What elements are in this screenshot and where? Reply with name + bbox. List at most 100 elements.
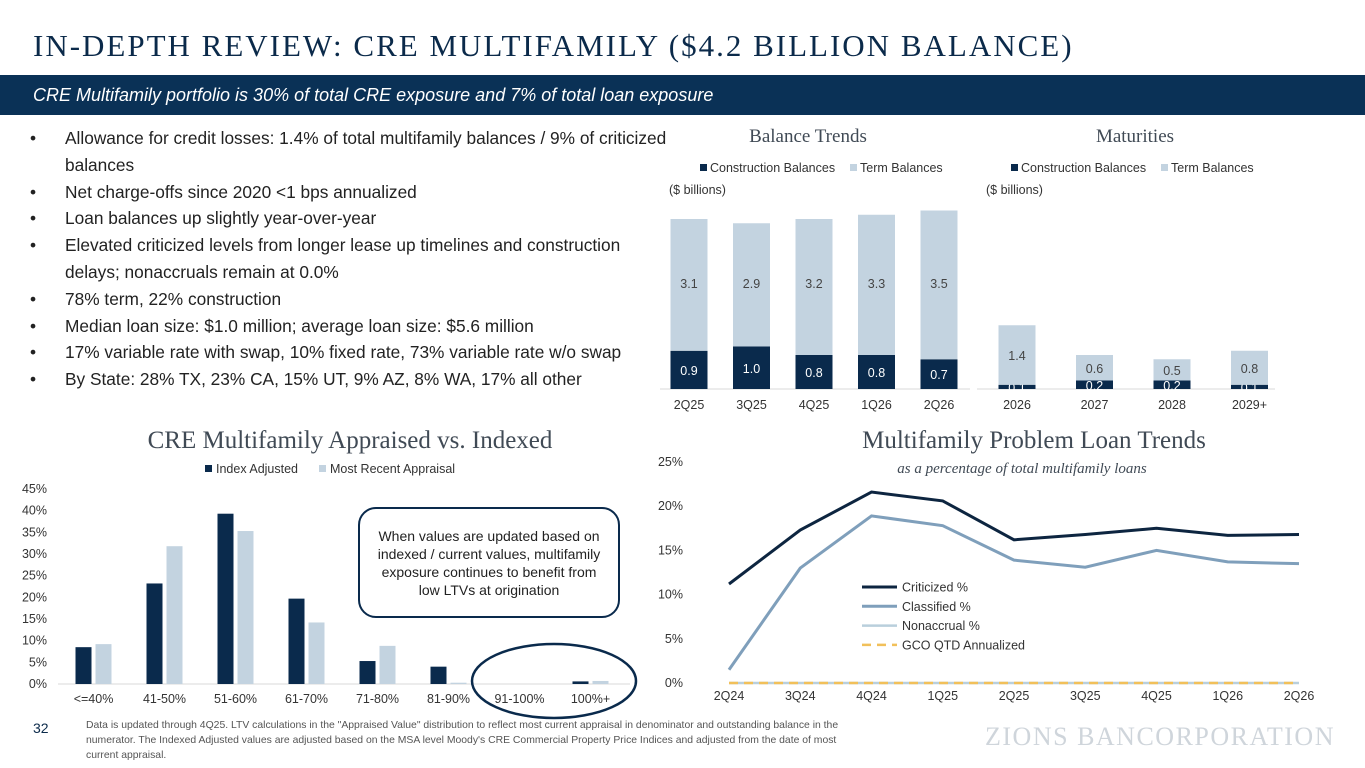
construction-bar [733,346,770,389]
chart-subtitle: as a percentage of total multifamily loa… [897,461,1147,477]
company-logo: ZIONS BANCORPORATION [985,722,1335,751]
highlight-ellipse [470,642,638,720]
most-recent-appraisal-bar [450,682,467,684]
index-adjusted-bar [217,513,234,684]
construction-bar [998,384,1036,389]
legend-label: Criticized % [902,581,968,595]
x-tick-label: 91-100% [494,692,544,706]
bullet-list: Allowance for credit losses: 1.4% of tot… [30,125,670,393]
x-tick-label: <=40% [74,692,114,706]
index-adjusted-bar [288,598,305,684]
data-label: 0.6 [1086,362,1103,376]
term-bar [1076,355,1113,381]
y-tick-label: 0% [29,677,47,691]
balance-trends-chart: Balance Trends Construction Balances Term … [660,126,970,412]
legend-swatch [205,465,212,472]
x-tick-label: 4Q25 [1141,689,1172,703]
x-tick-label: 41-50% [143,692,186,706]
x-tick-label: 81-90% [427,692,470,706]
bullet-item: Net charge-offs since 2020 <1 bps annual… [30,179,670,206]
y-tick-label: 15% [22,612,47,626]
x-tick-label: 3Q24 [785,689,816,703]
legend-label: GCO QTD Annualized [902,638,1025,652]
data-label: 0.7 [930,368,947,382]
term-bar [858,214,895,355]
page-title: IN-DEPTH REVIEW: CRE MULTIFAMILY ($4.2 B… [33,28,1074,63]
term-bar [1231,350,1268,385]
legend-label: Construction Balances [710,161,835,175]
bullet-item: By State: 28% TX, 23% CA, 15% UT, 9% AZ,… [30,366,670,393]
data-label: 0.9 [680,364,697,378]
most-recent-appraisal-bar [166,546,183,684]
subtitle-banner: CRE Multifamily portfolio is 30% of tota… [0,75,1365,115]
bullet-item: 17% variable rate with swap, 10% fixed r… [30,339,670,366]
data-label: 0.2 [1086,379,1103,393]
chart-title: Balance Trends [749,126,867,147]
legend-swatch [1161,164,1168,171]
y-tick-label: 10% [22,634,47,648]
x-tick-label: 3Q25 [736,398,767,412]
legend-label: Term Balances [1171,161,1254,175]
unit-note: ($ billions) [669,183,726,197]
x-tick-label: 1Q26 [1212,689,1243,703]
most-recent-appraisal-bar [379,645,396,684]
construction-bar [858,355,895,389]
data-label: 3.3 [868,277,885,291]
most-recent-appraisal-bar [95,644,112,684]
footnote: Data is updated through 4Q25. LTV calcul… [86,720,839,761]
index-adjusted-bar [75,647,92,684]
data-label: 0.2 [1163,379,1180,393]
legend-swatch [700,164,707,171]
legend-swatch [1011,164,1018,171]
most-recent-appraisal-bar [592,680,609,684]
legend-swatch [319,465,326,472]
data-label: 0.8 [1241,362,1258,376]
data-label: 1.0 [743,362,760,376]
chart-title: CRE Multifamily Appraised vs. Indexed [148,427,553,454]
y-tick-label: 40% [22,504,47,518]
page-number: 32 [33,720,49,736]
term-bar [998,325,1036,385]
x-tick-label: 71-80% [356,692,399,706]
x-tick-label: 2Q25 [999,689,1030,703]
y-tick-label: 0% [665,676,683,690]
x-tick-label: 3Q25 [1070,689,1101,703]
legend-label: Construction Balances [1021,161,1146,175]
x-tick-label: 2027 [1081,398,1109,412]
legend-label: Most Recent Appraisal [330,462,455,476]
index-adjusted-bar [572,681,589,684]
y-tick-label: 10% [658,588,683,602]
chart-title: Multifamily Problem Loan Trends [862,427,1206,454]
data-label: 0.8 [868,366,885,380]
data-label: 3.2 [805,277,822,291]
x-tick-label: 51-60% [214,692,257,706]
most-recent-appraisal-bar [237,531,254,684]
criticized-line [728,490,1300,586]
term-bar [670,219,708,351]
data-label: 3.5 [930,277,947,291]
x-tick-label: 2026 [1003,398,1031,412]
problem-loan-trends-chart: Multifamily Problem Loan Trends as a perc… [658,427,1314,703]
bullet-item: Median loan size: $1.0 million; average … [30,313,670,340]
y-tick-label: 30% [22,547,47,561]
construction-bar [795,355,833,389]
x-tick-label: 4Q24 [856,689,887,703]
y-tick-label: 25% [658,455,683,469]
x-tick-label: 61-70% [285,692,328,706]
y-tick-label: 15% [658,543,683,557]
classified-line [727,514,1300,671]
data-label: 0.5 [1163,364,1180,378]
index-adjusted-bar [430,666,447,684]
y-tick-label: 25% [22,569,47,583]
most-recent-appraisal-bar [308,622,325,684]
legend-label: Term Balances [860,161,943,175]
x-tick-label: 2028 [1158,398,1186,412]
legend-label: Classified % [902,600,971,614]
x-tick-label: 2029+ [1232,398,1267,412]
term-bar [795,219,833,355]
x-tick-label: 100%+ [571,692,610,706]
term-bar [920,210,958,360]
y-tick-label: 5% [665,632,683,646]
data-label: 0.8 [805,366,822,380]
x-tick-label: 2Q24 [714,689,745,703]
